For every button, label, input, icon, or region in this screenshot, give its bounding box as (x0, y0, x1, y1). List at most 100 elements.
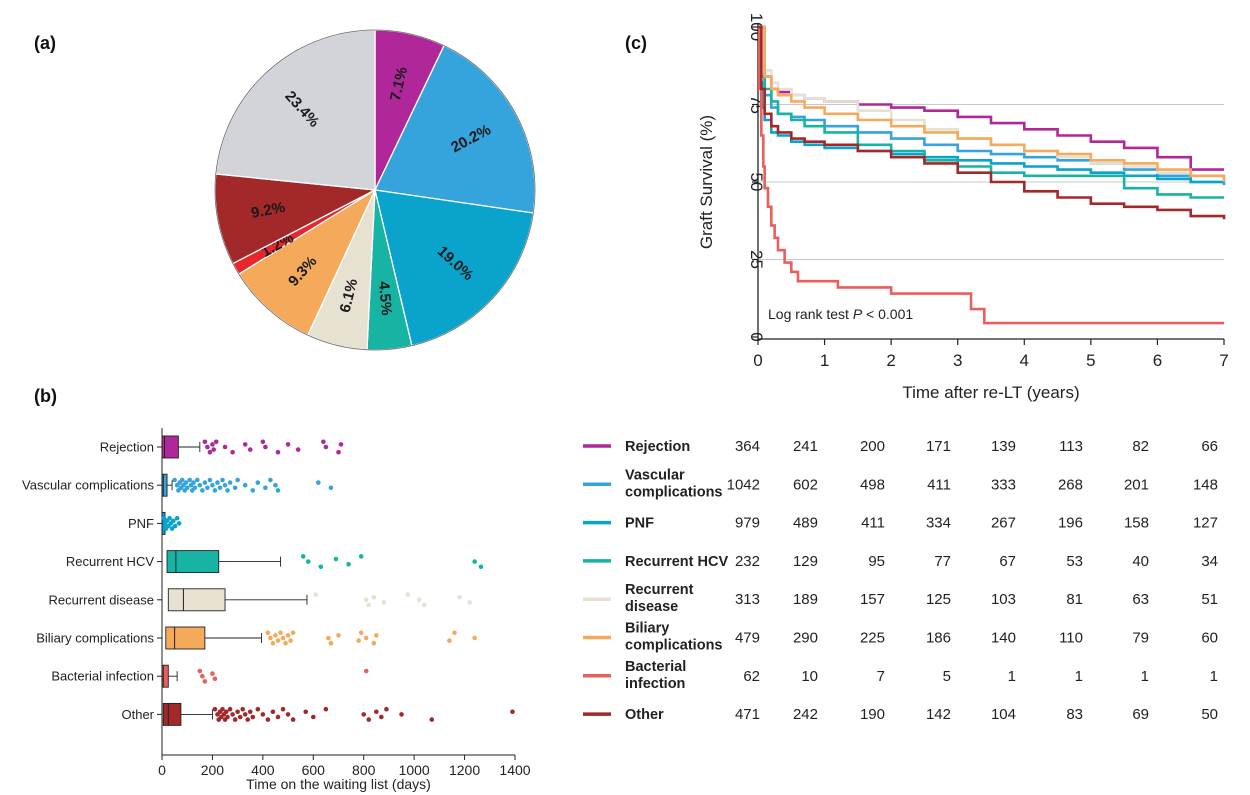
outlier-point (467, 600, 472, 605)
box-plot: 0 200 400 600 800 1000 1200 1400 Time on the wai… (22, 428, 531, 792)
x-tick-label: 3 (953, 351, 962, 370)
category-label: Bacterial infection (51, 669, 154, 684)
risk-count: 60 (1201, 630, 1218, 647)
outlier-point (212, 488, 218, 493)
outlier-point (207, 449, 213, 455)
risk-count: 62 (743, 668, 760, 685)
risk-count: 1 (1008, 668, 1016, 685)
outlier-point (212, 676, 218, 682)
outlier-point (328, 640, 334, 646)
risk-count: 479 (735, 630, 760, 647)
outlier-point (265, 717, 271, 722)
outlier-point (285, 633, 291, 638)
outlier-point (179, 477, 185, 483)
outlier-point (326, 635, 331, 641)
category-label: Other (121, 707, 154, 722)
outlier-point (187, 477, 193, 483)
risk-count: 83 (1066, 706, 1083, 723)
row-label: Rejection (625, 439, 690, 455)
risk-count: 40 (1132, 553, 1149, 570)
x-tick-label: 0 (158, 762, 166, 778)
risk-count: 67 (999, 553, 1016, 570)
outlier-point (255, 706, 261, 712)
outlier-point (399, 712, 404, 717)
risk-count: 498 (860, 476, 885, 493)
outlier-point (230, 712, 235, 717)
outlier-point (313, 592, 319, 597)
risk-count: 148 (1193, 476, 1218, 493)
outlier-point (232, 717, 238, 722)
outlier-point (288, 638, 293, 643)
outlier-point (247, 709, 253, 715)
outlier-point (245, 717, 251, 722)
outlier-point (310, 714, 316, 720)
risk-count: 290 (793, 630, 818, 647)
outlier-point (172, 477, 177, 483)
box (161, 473, 168, 497)
x-axis-title: Time after re-LT (years) (902, 383, 1079, 402)
outlier-point (268, 477, 273, 483)
risk-count: 225 (860, 630, 885, 647)
outlier-point (328, 485, 334, 491)
outlier-point (202, 480, 208, 485)
outlier-point (223, 709, 229, 715)
outlier-point (215, 480, 220, 485)
risk-count: 190 (860, 706, 885, 723)
row-label-line1: Biliary (625, 621, 669, 637)
risk-count: 127 (1193, 515, 1218, 532)
survival-curve (758, 25, 1224, 199)
x-tick-label: 1400 (499, 762, 530, 778)
risk-count: 189 (793, 591, 818, 608)
outlier-point (303, 709, 309, 715)
outlier-point (366, 602, 372, 608)
outlier-point (176, 521, 182, 526)
outlier-point (316, 480, 321, 485)
outlier-point (205, 485, 210, 491)
risk-count: 51 (1201, 591, 1218, 608)
outlier-point (338, 442, 344, 447)
outlier-point (275, 449, 281, 455)
outlier-point (197, 668, 203, 674)
outlier-point (374, 709, 379, 715)
slice-label: 9.2% (250, 199, 287, 222)
outlier-point (240, 706, 245, 712)
outlier-point (263, 444, 268, 450)
risk-count: 186 (926, 630, 951, 647)
outlier-point (363, 597, 369, 603)
outlier-point (323, 444, 329, 450)
risk-count: 50 (1201, 706, 1218, 723)
outlier-point (379, 714, 384, 720)
outlier-point (250, 488, 256, 493)
box (161, 435, 179, 459)
outlier-point (225, 488, 230, 493)
outlier-point (318, 564, 324, 570)
survival-curve (758, 25, 1224, 325)
x-tick-label: 600 (302, 762, 326, 778)
outlier-point (184, 485, 190, 491)
outlier-point (323, 706, 329, 712)
outlier-point (280, 635, 286, 641)
outlier-point (421, 602, 427, 608)
risk-count: 171 (926, 438, 951, 455)
outlier-point (273, 482, 278, 488)
x-tick-label: 0 (753, 351, 762, 370)
outlier-point (161, 515, 167, 521)
outlier-point (268, 635, 273, 641)
outlier-point (225, 714, 230, 720)
risk-count: 125 (926, 591, 951, 608)
category-label: Biliary complications (36, 631, 154, 646)
risk-count: 113 (1059, 438, 1083, 455)
outlier-point (167, 515, 172, 521)
row-label-line2: complications (625, 638, 723, 654)
risk-count: 232 (735, 553, 760, 570)
outlier-point (247, 447, 253, 452)
outlier-point (200, 673, 205, 679)
outlier-point (275, 488, 281, 493)
survival-curve (758, 25, 1226, 220)
x-tick-label: 400 (251, 762, 275, 778)
outlier-point (275, 714, 281, 720)
risk-count: 267 (991, 515, 1016, 532)
risk-count: 157 (860, 591, 885, 608)
outlier-point (429, 717, 435, 722)
risk-count: 411 (861, 515, 885, 532)
